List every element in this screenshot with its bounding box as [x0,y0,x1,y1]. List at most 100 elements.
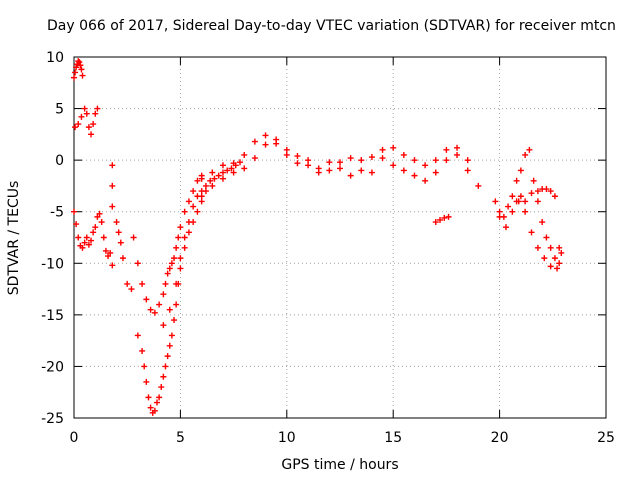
data-point [224,167,231,174]
data-point [78,113,85,120]
data-point [107,249,114,256]
data-point [85,241,92,248]
data-point [368,154,375,161]
data-point [78,66,85,73]
data-point [326,159,333,166]
data-point [509,208,516,215]
data-point [215,172,222,179]
data-point [88,131,95,138]
data-point [517,193,524,200]
data-point [358,157,365,164]
data-point [358,167,365,174]
data-point [160,291,167,298]
series-mtcn-isolated [432,213,452,226]
data-point [219,175,226,182]
data-point [294,160,301,167]
data-point [273,140,280,147]
x-tick-label: 20 [491,430,509,446]
data-point [528,190,535,197]
data-point [71,74,77,81]
data-point [441,214,448,221]
data-point [496,208,503,215]
data-point [173,301,180,308]
data-point [75,58,82,65]
data-point [102,247,109,254]
data-point [505,203,512,210]
data-point [77,62,84,69]
data-point [88,237,95,244]
series-mtcn-late-b [496,198,565,272]
data-point [119,255,126,262]
data-point [177,265,184,272]
data-point [475,182,482,189]
data-point [130,234,137,241]
data-point [464,157,471,164]
data-point [160,373,167,380]
data-point [464,167,471,174]
data-point [502,224,509,231]
data-point [437,216,444,223]
data-point [128,286,135,293]
data-point [143,378,150,385]
data-point [109,162,116,169]
data-point [305,157,312,164]
data-point [94,213,101,220]
data-point [492,198,499,205]
data-point [198,198,205,205]
series-mtcn-day-a [198,132,482,189]
data-point [168,332,175,339]
data-point [411,172,418,179]
data-point [92,224,99,231]
data-point [181,244,188,251]
data-point [526,146,533,153]
data-point [547,263,554,270]
data-point [554,265,561,272]
data-point [236,159,243,166]
data-point [202,182,209,189]
data-point [556,244,563,251]
data-point [185,198,192,205]
data-point [283,146,290,153]
data-point [539,219,546,226]
data-point [241,165,248,172]
data-point [454,144,461,151]
data-point [79,72,86,79]
data-point [105,253,112,260]
data-point [422,177,429,184]
data-point [85,124,92,131]
data-point [143,296,150,303]
data-point [534,244,541,251]
series-mtcn-early-scatter [109,162,135,293]
data-point [153,399,160,406]
grid-lines [74,57,606,418]
data-point [251,138,258,145]
data-point [198,188,205,195]
data-point [83,234,90,241]
data-point [194,208,201,215]
data-point [181,234,188,241]
data-point [211,175,218,182]
data-point [166,342,173,349]
data-point [72,69,79,76]
data-point [139,280,146,287]
data-point [522,151,529,158]
data-point [92,110,99,117]
plot-frame [73,56,607,419]
data-point [109,203,116,210]
data-point [151,309,158,316]
data-point [547,244,554,251]
data-point [90,121,97,128]
data-point [109,262,116,269]
data-point [79,244,86,251]
data-point [83,110,90,117]
data-point [134,260,141,267]
x-tick-label: 5 [176,430,185,446]
data-point [139,347,146,354]
data-point [198,193,205,200]
data-points [71,58,565,416]
data-point [156,301,163,308]
series-mtcn-day-b [198,140,471,200]
data-point [411,157,418,164]
data-point [368,169,375,176]
data-point [171,255,178,262]
